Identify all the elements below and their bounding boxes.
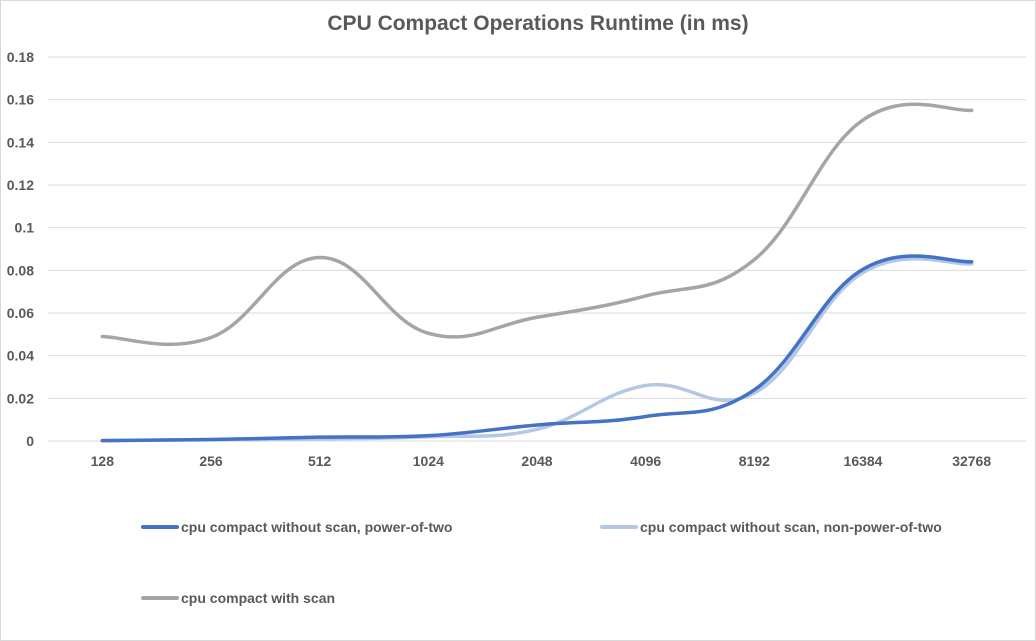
x-tick-label-32768: 32768 (952, 453, 991, 469)
legend-label: cpu compact without scan, non-power-of-t… (640, 519, 942, 535)
x-tick-label-512: 512 (308, 453, 332, 469)
x-axis-ticks: 128 256 512 1024 2048 4096 8192 16384 32768 (91, 453, 992, 469)
x-tick-label-8192: 8192 (739, 453, 770, 469)
legend-item-cpu-compact-without-scan-power-of-two: cpu compact without scan, power-of-two (141, 519, 452, 535)
legend-label: cpu compact without scan, power-of-two (181, 519, 452, 535)
y-tick-label: 0.12 (7, 177, 34, 193)
y-tick-label: 0.16 (7, 92, 34, 108)
y-tick-label: 0.04 (7, 348, 34, 364)
y-axis-ticks: 0 0.02 0.04 0.06 0.08 0.1 0.12 0.14 0.16 0.18 (7, 49, 34, 449)
x-tick-label-256: 256 (199, 453, 223, 469)
x-tick-label-4096: 4096 (630, 453, 661, 469)
series-line-cpu-compact-with-scan (100, 102, 974, 346)
x-tick-label-16384: 16384 (844, 453, 883, 469)
legend-item-cpu-compact-without-scan-non-power-of-two: cpu compact without scan, non-power-of-t… (600, 519, 942, 535)
series-line-cpu-compact-without-scan-power-of-two (100, 254, 974, 443)
y-tick-label: 0.1 (15, 220, 35, 236)
y-tick-label: 0.02 (7, 390, 34, 406)
y-tick-label: 0.18 (7, 49, 34, 65)
x-tick-label-128: 128 (91, 453, 115, 469)
y-tick-label: 0 (26, 433, 34, 449)
x-tick-label-2048: 2048 (521, 453, 552, 469)
legend-item-cpu-compact-with-scan: cpu compact with scan (141, 590, 335, 606)
y-tick-label: 0.14 (7, 134, 34, 150)
series-lines (100, 102, 974, 443)
legend: cpu compact without scan, power-of-two cp… (141, 519, 942, 606)
grid-lines (48, 56, 1026, 442)
legend-label: cpu compact with scan (181, 590, 335, 606)
y-tick-label: 0.08 (7, 262, 34, 278)
x-tick-label-1024: 1024 (413, 453, 444, 469)
y-tick-label: 0.06 (7, 305, 34, 321)
chart-title: CPU Compact Operations Runtime (in ms) (327, 12, 748, 35)
